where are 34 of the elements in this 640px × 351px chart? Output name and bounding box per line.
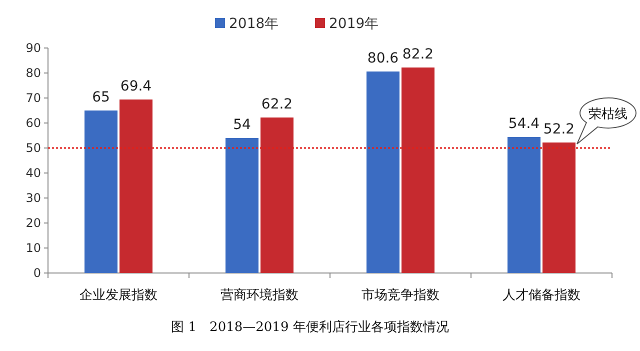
bar <box>366 72 400 273</box>
x-tick-label: 市场竞争指数 <box>362 288 440 303</box>
y-tick-label: 70 <box>26 91 41 105</box>
x-tick-label: 人才储备指数 <box>502 288 580 303</box>
y-tick-label: 20 <box>26 216 41 230</box>
data-label: 65 <box>92 90 110 106</box>
bar <box>120 100 152 273</box>
x-tick-label: 企业发展指数 <box>80 288 158 303</box>
y-tick-label: 60 <box>26 116 41 130</box>
y-tick-label: 10 <box>26 241 41 255</box>
data-label: 54 <box>233 117 251 133</box>
legend-label: 2018年 <box>229 16 279 32</box>
bar <box>508 137 540 273</box>
data-label: 69.4 <box>120 78 152 94</box>
data-label: 54.4 <box>508 116 540 132</box>
bar <box>402 68 434 273</box>
y-tick-label: 80 <box>26 66 41 80</box>
y-tick-label: 50 <box>26 141 41 155</box>
ref-line-label: 荣枯线 <box>588 107 628 122</box>
bar <box>226 138 258 273</box>
bar <box>260 118 294 273</box>
data-label: 52.2 <box>543 122 575 138</box>
bar <box>542 142 576 273</box>
y-tick-label: 90 <box>26 41 41 55</box>
data-label: 80.6 <box>367 50 399 66</box>
y-tick-label: 0 <box>33 266 41 280</box>
caption: 图 1 2018—2019 年便利店行业各项指数情况 <box>171 319 449 335</box>
x-tick-label: 营商环境指数 <box>220 287 298 303</box>
y-tick-label: 30 <box>26 191 41 205</box>
bar <box>84 110 118 273</box>
y-tick-label: 40 <box>26 166 41 180</box>
data-label: 82.2 <box>402 46 434 62</box>
data-label: 62.2 <box>261 96 293 112</box>
legend-label: 2019年 <box>329 16 379 32</box>
